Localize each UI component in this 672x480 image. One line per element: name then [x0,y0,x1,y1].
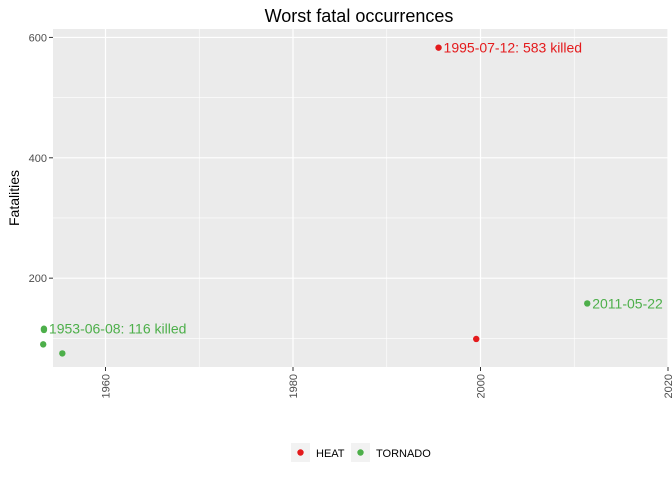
tick-labels: 1960 1980 2000 2020 200 400 600 [29,32,672,398]
minor-gridlines [53,29,668,367]
x-tick-label: 2000 [476,374,488,398]
data-point-tornado [40,326,48,334]
y-tick-label: 200 [29,273,47,285]
plot-panel [53,29,668,367]
legend-point-tornado [357,449,364,456]
point-annotation: 2011-05-22 [592,295,663,311]
data-points [40,44,591,357]
y-tick-label: 600 [29,32,47,44]
data-point-tornado [40,341,47,348]
x-tick-label: 1980 [288,374,300,398]
point-annotations: 1995-07-12: 583 killed 1953-06-08: 116 ki… [49,40,663,337]
legend: HEAT TORNADO [291,443,431,462]
legend-label-tornado: TORNADO [376,448,431,460]
point-annotation: 1953-06-08: 116 killed [49,321,187,337]
chart-title: Worst fatal occurrences [265,6,454,26]
x-tick-label: 1960 [101,374,113,398]
y-tick-label: 400 [29,153,47,165]
x-tick-label: 2020 [663,374,672,398]
major-gridlines [53,29,669,367]
data-point-heat [435,44,442,51]
axis-ticks [49,36,669,371]
point-annotation: 1995-07-12: 583 killed [444,40,583,56]
data-point-heat [473,335,480,343]
legend-point-heat [297,449,304,456]
data-point-tornado [59,350,66,357]
data-point-tornado [584,300,591,307]
y-axis-title: Fatalities [6,170,22,226]
legend-label-heat: HEAT [316,448,345,460]
